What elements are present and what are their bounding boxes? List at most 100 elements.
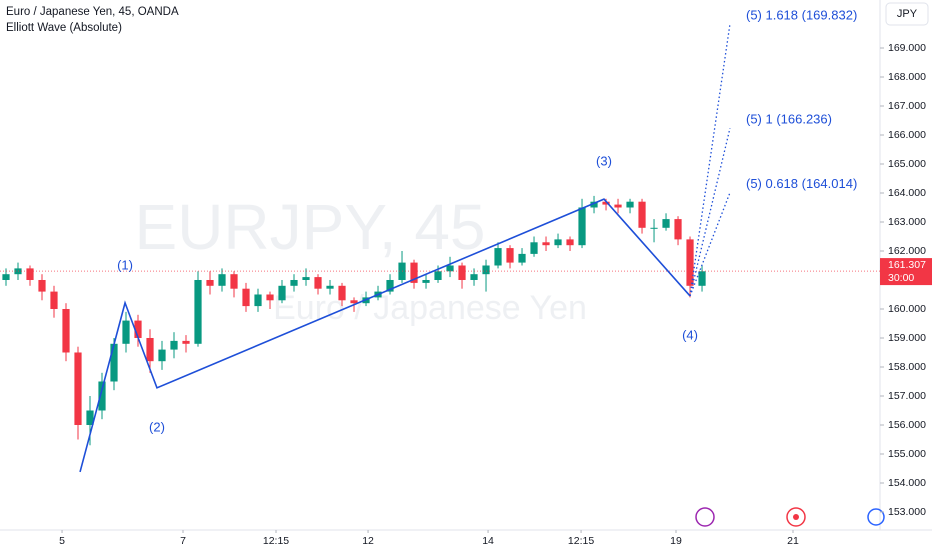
candle-body [326, 285, 334, 289]
y-tick-label: 167.000 [888, 100, 926, 112]
candle-body [50, 291, 58, 309]
candle-body [122, 320, 130, 344]
candle-body [338, 285, 346, 301]
candle-body [302, 277, 310, 280]
candle-body [530, 242, 538, 254]
candle-body [446, 265, 454, 272]
x-tick-label: 19 [670, 535, 682, 547]
candle-body [434, 271, 442, 280]
y-tick-label: 162.000 [888, 245, 926, 257]
y-tick-label: 157.000 [888, 390, 926, 402]
y-tick-label: 156.000 [888, 419, 926, 431]
currency-label[interactable]: JPY [897, 8, 918, 20]
candle-body [86, 410, 94, 425]
x-tick-label: 14 [482, 535, 494, 547]
candle-body [158, 349, 166, 362]
candle-body [506, 248, 514, 263]
candle-body [206, 279, 214, 286]
projection-label: (5) 1.618 (169.832) [746, 7, 857, 22]
candle-body [662, 219, 670, 228]
events-icon[interactable] [695, 507, 715, 527]
candle-body [686, 239, 694, 286]
candle-body [674, 219, 682, 240]
y-tick-label: 163.000 [888, 216, 926, 228]
x-tick-label: 21 [787, 535, 799, 547]
candle-body [26, 268, 34, 280]
projection-label: (5) 1 (166.236) [746, 112, 832, 127]
y-tick-label: 158.000 [888, 361, 926, 373]
candle-body [2, 274, 10, 280]
y-tick-label: 160.000 [888, 303, 926, 315]
candle-body [230, 274, 238, 289]
candle-body [590, 201, 598, 208]
candle-body [194, 279, 202, 344]
candle-body [134, 320, 142, 338]
x-tick-label: 5 [59, 535, 65, 547]
candle-body [458, 265, 466, 280]
candle-body [626, 201, 634, 208]
y-tick-label: 165.000 [888, 158, 926, 170]
candle-body [314, 277, 322, 289]
projection-line [689, 23, 731, 297]
x-tick-label: 7 [180, 535, 186, 547]
candle-body [266, 294, 274, 301]
wave-line [79, 198, 691, 473]
last-price-box [880, 258, 932, 286]
y-tick-label: 164.000 [888, 187, 926, 199]
projection-line [689, 127, 731, 297]
chart-title: Euro / Japanese Yen, 45, OANDA [6, 6, 179, 18]
projection-label: (5) 0.618 (164.014) [746, 176, 857, 191]
y-tick-label: 155.000 [888, 448, 926, 460]
wave-label: (1) [117, 257, 133, 272]
candle-body [410, 262, 418, 283]
y-tick-label: 166.000 [888, 129, 926, 141]
candle-body [650, 227, 658, 229]
candle-body [278, 285, 286, 301]
candle-body [566, 239, 574, 246]
last-price-label: 161.307 [888, 259, 926, 271]
news-icon[interactable] [786, 507, 806, 527]
candle-body [698, 271, 706, 286]
wave-label: (2) [149, 419, 165, 434]
candle-body [578, 207, 586, 246]
watermark-subtitle: Euro / Japanese Yen [273, 289, 587, 327]
candle-body [422, 279, 430, 283]
candle-body [218, 274, 226, 286]
projection-line [689, 192, 731, 297]
plot: (1) (2) (3) (4) (5) 0.618 (164.014) (5) 1 (16… [0, 7, 880, 473]
candle-body [182, 340, 190, 344]
y-tick-label: 154.000 [888, 477, 926, 489]
y-tick-label: 153.000 [888, 506, 926, 518]
dividends-icon[interactable] [867, 508, 885, 526]
candle-body [470, 274, 478, 280]
candle-body [554, 239, 562, 246]
candle-body [254, 294, 262, 307]
candle-body [38, 279, 46, 292]
candle-body [290, 279, 298, 286]
candle-body [518, 253, 526, 263]
news-dot [793, 514, 799, 520]
candle-body [494, 248, 502, 266]
candle-body [110, 343, 118, 382]
candle-body [482, 265, 490, 275]
candle-body [350, 300, 358, 304]
candle-body [638, 201, 646, 228]
legend-bg [0, 0, 260, 40]
candle-body [98, 381, 106, 411]
currency-button[interactable] [885, 2, 929, 26]
x-tick-label: 12:15 [568, 535, 594, 547]
watermark: EURJPY, 45 [135, 191, 486, 263]
candle-body [170, 340, 178, 350]
indicator-name: Elliott Wave (Absolute) [6, 22, 122, 34]
wave-label: (4) [682, 327, 698, 342]
x-tick-label: 12:15 [263, 535, 289, 547]
candle-body [386, 279, 394, 292]
y-tick-label: 159.000 [888, 332, 926, 344]
candle-body [614, 204, 622, 208]
candle-body [74, 352, 82, 425]
candle-body [146, 337, 154, 362]
candle-body [542, 242, 550, 246]
